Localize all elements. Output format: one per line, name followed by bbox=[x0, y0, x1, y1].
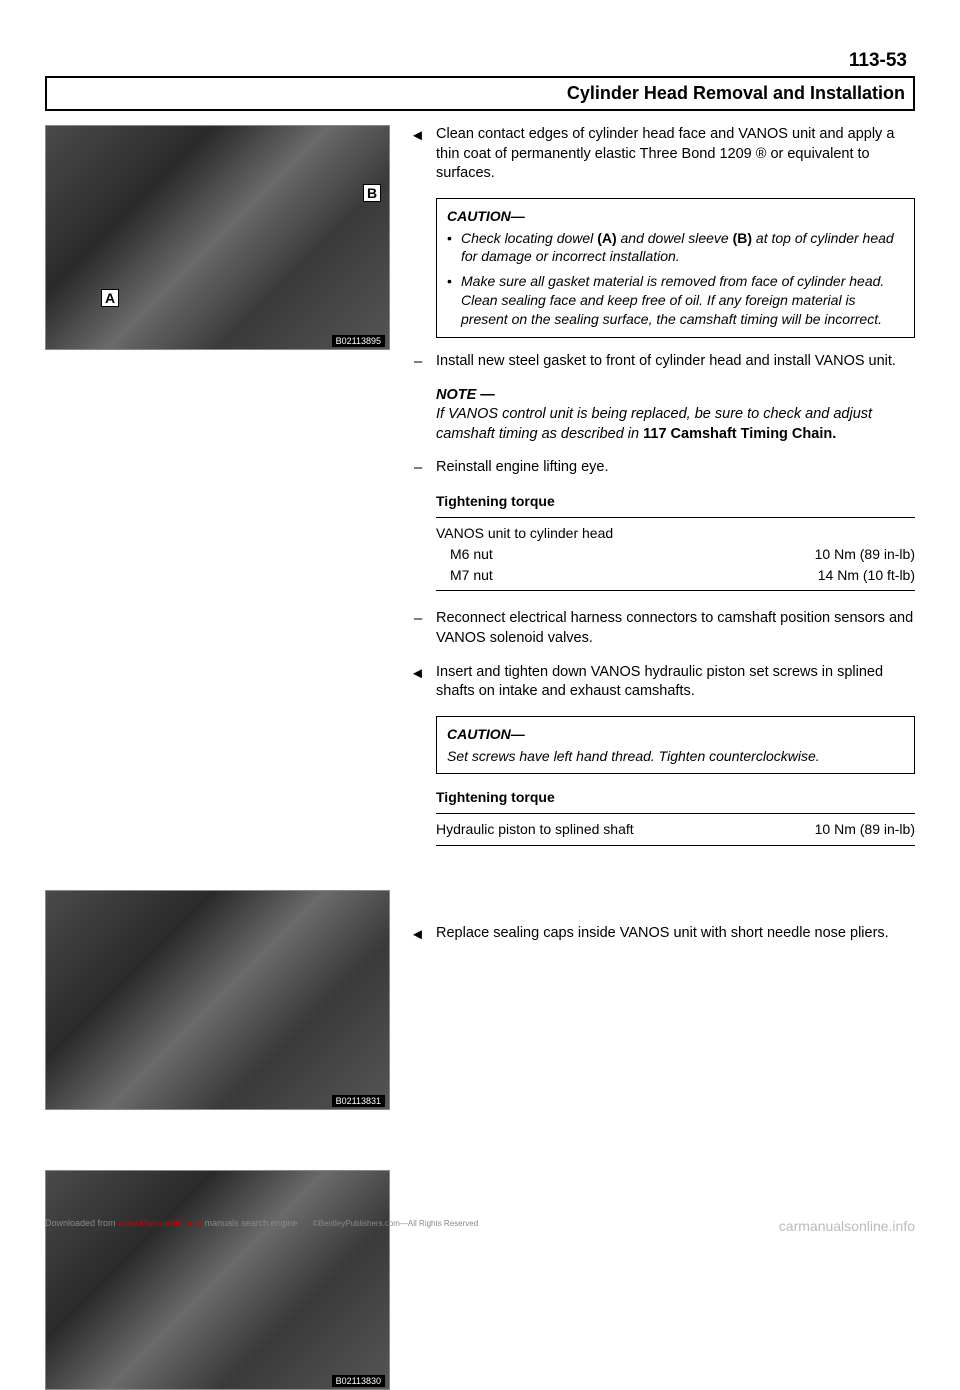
section-header: Cylinder Head Removal and Installation bbox=[45, 76, 915, 111]
page-number: 113-53 bbox=[45, 50, 915, 72]
torque-label: M7 nut bbox=[436, 566, 493, 585]
label-ref: (A) bbox=[597, 230, 616, 246]
caution-item-2: Make sure all gasket material is removed… bbox=[447, 272, 904, 329]
torque-table-2: Hydraulic piston to splined shaft 10 Nm … bbox=[436, 813, 915, 846]
torque-title-2: Tightening torque bbox=[436, 788, 915, 807]
torque-value: 10 Nm (89 in-lb) bbox=[815, 820, 915, 839]
torque-label: Hydraulic piston to splined shaft bbox=[436, 820, 634, 839]
note-body: If VANOS control unit is being replaced,… bbox=[436, 405, 915, 444]
caution-item-1: Check locating dowel (A) and dowel sleev… bbox=[447, 229, 904, 267]
page-footer: Downloaded from www.Manualslib.com manua… bbox=[0, 1218, 960, 1234]
left-column: A B B02113895 B02113831 B02113830 bbox=[45, 125, 390, 1390]
figure-3: B02113830 bbox=[45, 1170, 390, 1390]
text: Check locating dowel bbox=[461, 230, 597, 246]
caution-box-2: CAUTION— Set screws have left hand threa… bbox=[436, 716, 915, 775]
caution-text: Set screws have left hand thread. Tighte… bbox=[447, 747, 904, 766]
torque-title-1: Tightening torque bbox=[436, 492, 915, 511]
text: and dowel sleeve bbox=[617, 230, 733, 246]
figure-label-a: A bbox=[101, 289, 119, 307]
label-ref: (B) bbox=[733, 230, 752, 246]
caution-box-1: CAUTION— Check locating dowel (A) and do… bbox=[436, 198, 915, 338]
torque-header-row: VANOS unit to cylinder head bbox=[436, 523, 915, 544]
caution-title: CAUTION— bbox=[447, 207, 904, 226]
figure-id: B02113895 bbox=[332, 335, 385, 347]
step-insert-screws: Insert and tighten down VANOS hydraulic … bbox=[410, 663, 915, 702]
footer-watermark: carmanualsonline.info bbox=[779, 1218, 915, 1234]
torque-table-1: VANOS unit to cylinder head M6 nut 10 Nm… bbox=[436, 517, 915, 592]
caution-title: CAUTION— bbox=[447, 725, 904, 744]
footer-copyright: ©BentleyPublishers.com—All Rights Reserv… bbox=[313, 1219, 479, 1228]
torque-row: Hydraulic piston to splined shaft 10 Nm … bbox=[436, 819, 915, 840]
step-install-gasket: Install new steel gasket to front of cyl… bbox=[410, 352, 915, 372]
torque-value: 14 Nm (10 ft-lb) bbox=[818, 566, 915, 585]
footer-link: www.Manualslib.com bbox=[118, 1218, 202, 1228]
note-title: NOTE — bbox=[436, 386, 915, 406]
text: manuals search engine bbox=[202, 1218, 298, 1228]
figure-id: B02113830 bbox=[332, 1375, 385, 1387]
figure-2: B02113831 bbox=[45, 890, 390, 1110]
step-reinstall-eye: Reinstall engine lifting eye. bbox=[410, 458, 915, 478]
torque-label: M6 nut bbox=[436, 545, 493, 564]
torque-row: M7 nut 14 Nm (10 ft-lb) bbox=[436, 565, 915, 586]
figure-label-b: B bbox=[363, 184, 381, 202]
torque-value: 10 Nm (89 in-lb) bbox=[815, 545, 915, 564]
figure-1: A B B02113895 bbox=[45, 125, 390, 350]
step-replace-caps: Replace sealing caps inside VANOS unit w… bbox=[410, 924, 915, 944]
note-block: NOTE — If VANOS control unit is being re… bbox=[410, 386, 915, 445]
content-area: A B B02113895 B02113831 B02113830 Clean … bbox=[45, 125, 915, 1390]
step-reconnect-harness: Reconnect electrical harness connectors … bbox=[410, 609, 915, 648]
torque-row: M6 nut 10 Nm (89 in-lb) bbox=[436, 544, 915, 565]
right-column: Clean contact edges of cylinder head fac… bbox=[410, 125, 915, 1390]
text: Downloaded from bbox=[45, 1218, 118, 1228]
footer-left: Downloaded from www.Manualslib.com manua… bbox=[45, 1218, 478, 1234]
ref-bold: 117 Camshaft Timing Chain. bbox=[643, 426, 836, 442]
figure-id: B02113831 bbox=[332, 1095, 385, 1107]
step-clean-contact: Clean contact edges of cylinder head fac… bbox=[410, 125, 915, 184]
torque-header: VANOS unit to cylinder head bbox=[436, 524, 613, 543]
